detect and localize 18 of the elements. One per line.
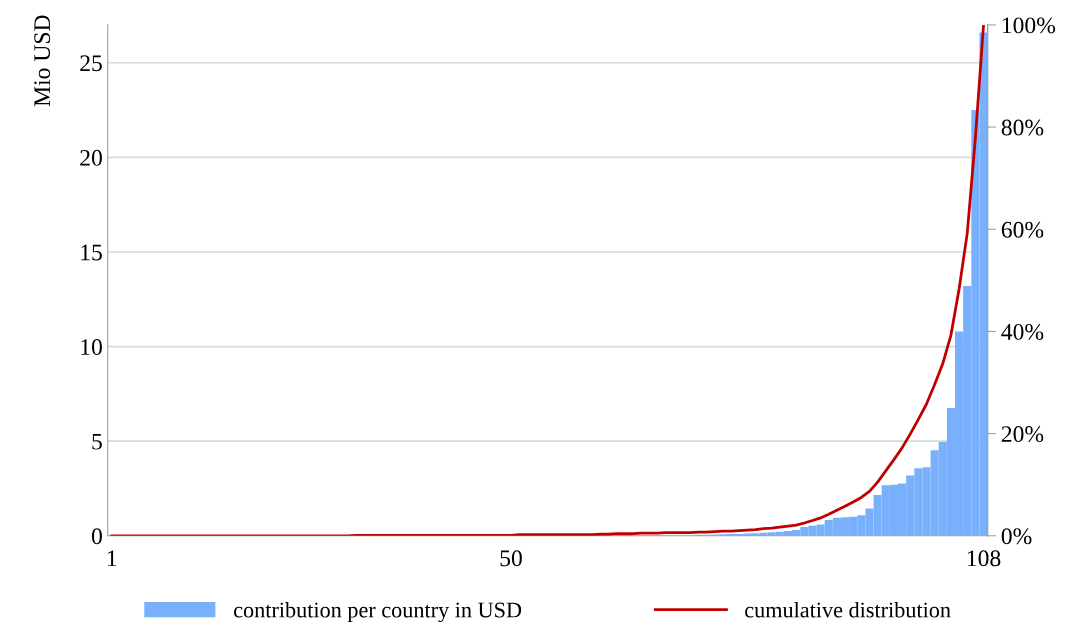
legend-label: contribution per country in USD (234, 601, 522, 623)
y-tick-label: 10 (81, 339, 102, 355)
x-tick-label: 1 (107, 550, 117, 567)
y-tick-label: 20 (80, 149, 102, 166)
y-tick-label: 15 (81, 244, 102, 261)
y-axis-title: Mio USD (34, 15, 51, 107)
y2-tick-label: 40% (1001, 323, 1044, 340)
y2-tick-label: 0% (1001, 528, 1032, 545)
y-tick-label: 5 (92, 433, 102, 450)
y2-tick-label: 20% (1001, 426, 1044, 443)
x-tick-label: 50 (500, 550, 522, 567)
y-tick-label: 25 (80, 55, 102, 72)
legend-label: cumulative distribution (745, 601, 951, 618)
x-tick-label: 108 (967, 550, 1001, 567)
y2-tick-label: 60% (1001, 221, 1044, 238)
y-tick-label: 0 (91, 528, 102, 545)
y2-tick-label: 100% (1002, 17, 1056, 34)
y2-tick-label: 80% (1001, 119, 1044, 136)
